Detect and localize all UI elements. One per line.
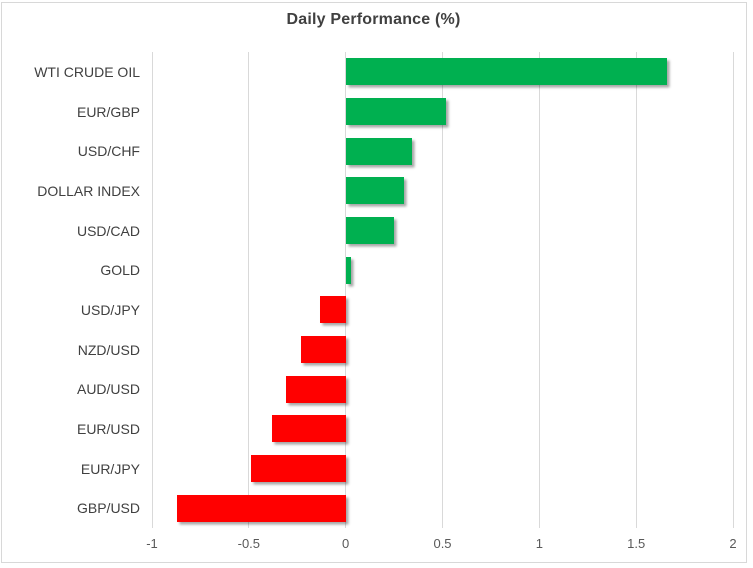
x-tick-label: 0.5 xyxy=(433,536,452,551)
bar-usd-jpy xyxy=(320,296,346,324)
chart-border-frame xyxy=(1,2,747,563)
x-tick-label: -0.5 xyxy=(237,536,261,551)
bar-eur-gbp xyxy=(345,98,447,125)
category-label: EUR/JPY xyxy=(80,460,140,477)
bar-aud-usd xyxy=(285,375,346,403)
category-label: USD/CHF xyxy=(77,143,140,160)
gridline xyxy=(442,52,443,528)
gridline xyxy=(732,52,734,528)
gridline xyxy=(538,52,540,528)
gridline xyxy=(345,52,347,528)
x-tick-label: 1 xyxy=(535,536,543,551)
bar-usd-chf xyxy=(345,137,412,165)
category-label: DOLLAR INDEX xyxy=(37,182,140,199)
category-label: USD/CAD xyxy=(76,222,140,239)
bar-gold xyxy=(345,256,352,284)
category-label: EUR/USD xyxy=(76,420,140,437)
category-label: GOLD xyxy=(100,262,140,279)
category-label: USD/JPY xyxy=(80,301,140,318)
category-label: WTI CRUDE OIL xyxy=(34,63,140,80)
bar-usd-cad xyxy=(345,217,395,244)
gridline xyxy=(635,52,637,528)
bar-gbp-usd xyxy=(177,494,346,522)
category-label: NZD/USD xyxy=(77,341,140,358)
bar-eur-usd xyxy=(272,415,346,443)
x-tick-label: 0 xyxy=(342,536,350,551)
bar-eur-jpy xyxy=(250,455,346,482)
category-label: GBP/USD xyxy=(76,500,140,517)
category-label: AUD/USD xyxy=(76,381,140,398)
gridline xyxy=(151,52,153,528)
bar-dollar-index xyxy=(345,177,404,205)
x-tick-label: -1 xyxy=(146,536,158,551)
x-tick-label: 2 xyxy=(729,536,737,551)
x-tick-label: 1.5 xyxy=(627,536,646,551)
bar-wti-crude-oil xyxy=(345,58,668,86)
gridline xyxy=(248,52,250,528)
chart-title: Daily Performance (%) xyxy=(286,11,461,28)
plot-area xyxy=(151,52,734,528)
bar-nzd-usd xyxy=(301,336,346,363)
category-label: EUR/GBP xyxy=(76,103,140,120)
